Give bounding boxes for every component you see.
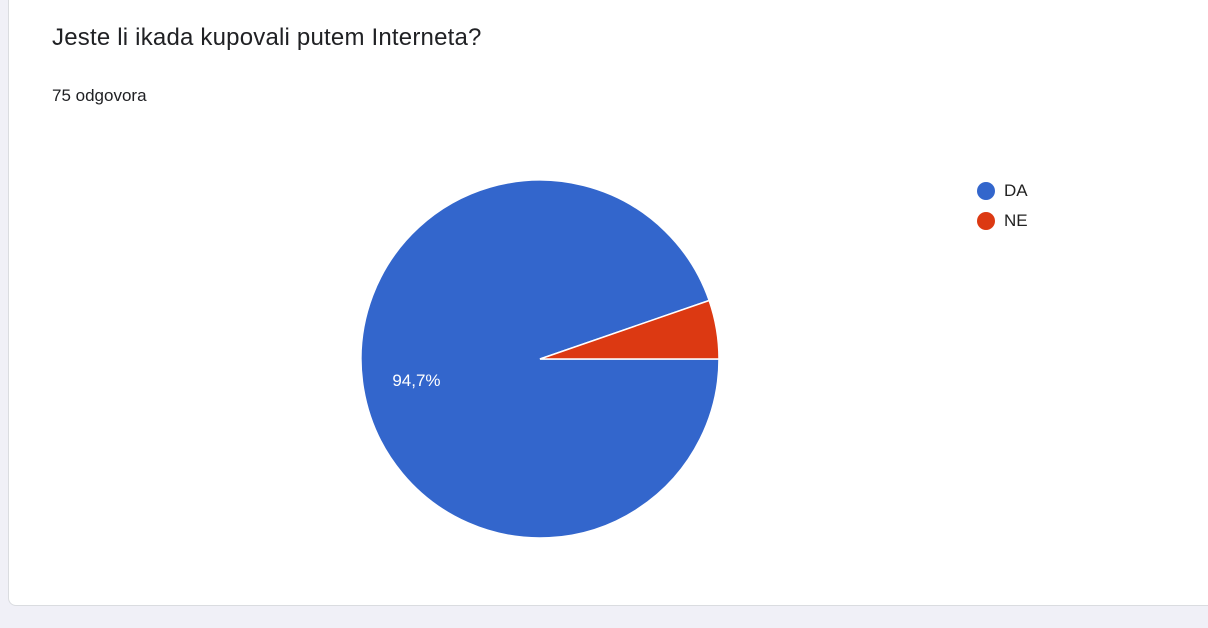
legend-swatch-da xyxy=(977,182,995,200)
pie-slice-ne[interactable] xyxy=(539,299,720,360)
question-title: Jeste li ikada kupovali putem Interneta? xyxy=(52,24,482,51)
legend-item-da[interactable]: DA xyxy=(977,178,1028,204)
legend-label-ne: NE xyxy=(1004,211,1028,230)
response-count: 75 odgovora xyxy=(52,86,147,105)
legend-item-ne[interactable]: NE xyxy=(977,208,1028,234)
legend-label-da: DA xyxy=(1004,181,1028,200)
slice-label-da: 94,7% xyxy=(392,371,440,390)
chart-legend: DA NE xyxy=(977,178,1028,238)
legend-swatch-ne xyxy=(977,212,995,230)
